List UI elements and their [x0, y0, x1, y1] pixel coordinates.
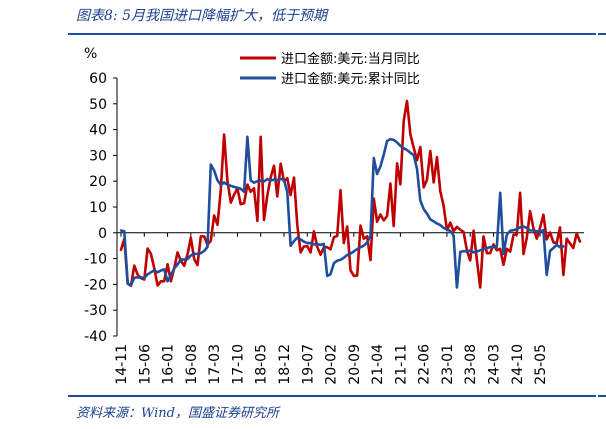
- y-tick-label: -10: [84, 252, 107, 268]
- x-tick-label: 16-01: [161, 344, 177, 385]
- y-tick-label: 60: [89, 71, 107, 87]
- top-rule: [68, 33, 596, 35]
- x-tick-label: 18-05: [254, 344, 270, 385]
- y-tick-label: -20: [84, 277, 107, 293]
- y-tick-label: 10: [89, 200, 107, 216]
- x-tick-label: 17-10: [230, 344, 246, 385]
- x-tick-label: 23-08: [463, 344, 479, 385]
- x-tick-label: 15-06: [137, 344, 153, 385]
- x-tick-label: 14-11: [114, 344, 130, 385]
- legend-label-cumulative-yoy: 进口金额:美元:累计同比: [281, 71, 420, 87]
- y-tick-label: 20: [89, 174, 107, 190]
- x-tick-label: 17-03: [207, 344, 223, 385]
- y-tick-label: 0: [98, 226, 107, 242]
- y-axis: -40 -30 -20 -10 0 10 20 30 40 50 60: [84, 71, 118, 345]
- y-tick-label: 30: [89, 148, 107, 164]
- figure-title: 图表8: 5月我国进口降幅扩大，低于预期: [76, 8, 327, 24]
- x-tick-label: 25-05: [533, 344, 549, 385]
- x-tick-label: 23-01: [440, 344, 456, 385]
- series-lines: [119, 99, 582, 289]
- series-line-monthly-yoy: [119, 99, 582, 289]
- x-tick-label: 22-06: [417, 344, 433, 385]
- legend-label-monthly-yoy: 进口金额:美元:当月同比: [281, 51, 420, 67]
- y-tick-label: -30: [84, 303, 107, 319]
- x-tick-label: 20-02: [324, 344, 340, 385]
- y-tick-label: -40: [84, 329, 107, 345]
- x-tick-label: 19-07: [300, 344, 316, 385]
- x-tick-label: 21-04: [370, 344, 386, 385]
- bottom-rule: [68, 395, 596, 397]
- source-note: 资料来源：Wind，国盛证券研究所: [76, 406, 279, 421]
- x-tick-label: 20-09: [347, 344, 363, 385]
- x-tick-label: 24-03: [487, 344, 503, 385]
- series-line-cumulative-yoy: [119, 135, 565, 289]
- y-tick-label: 50: [89, 97, 107, 113]
- x-tick-label: 21-11: [393, 344, 409, 385]
- top-rule-stub: [598, 33, 606, 35]
- x-axis: 14-11 15-06 16-01 16-08 17-03 17-10 18-05 18-12…: [114, 232, 584, 385]
- x-tick-label: 18-12: [277, 344, 293, 385]
- x-tick-label: 16-08: [184, 344, 200, 385]
- y-tick-label: 40: [89, 123, 107, 139]
- bottom-rule-stub: [598, 395, 606, 397]
- y-axis-unit-label: %: [84, 46, 97, 62]
- x-tick-label: 24-10: [510, 344, 526, 385]
